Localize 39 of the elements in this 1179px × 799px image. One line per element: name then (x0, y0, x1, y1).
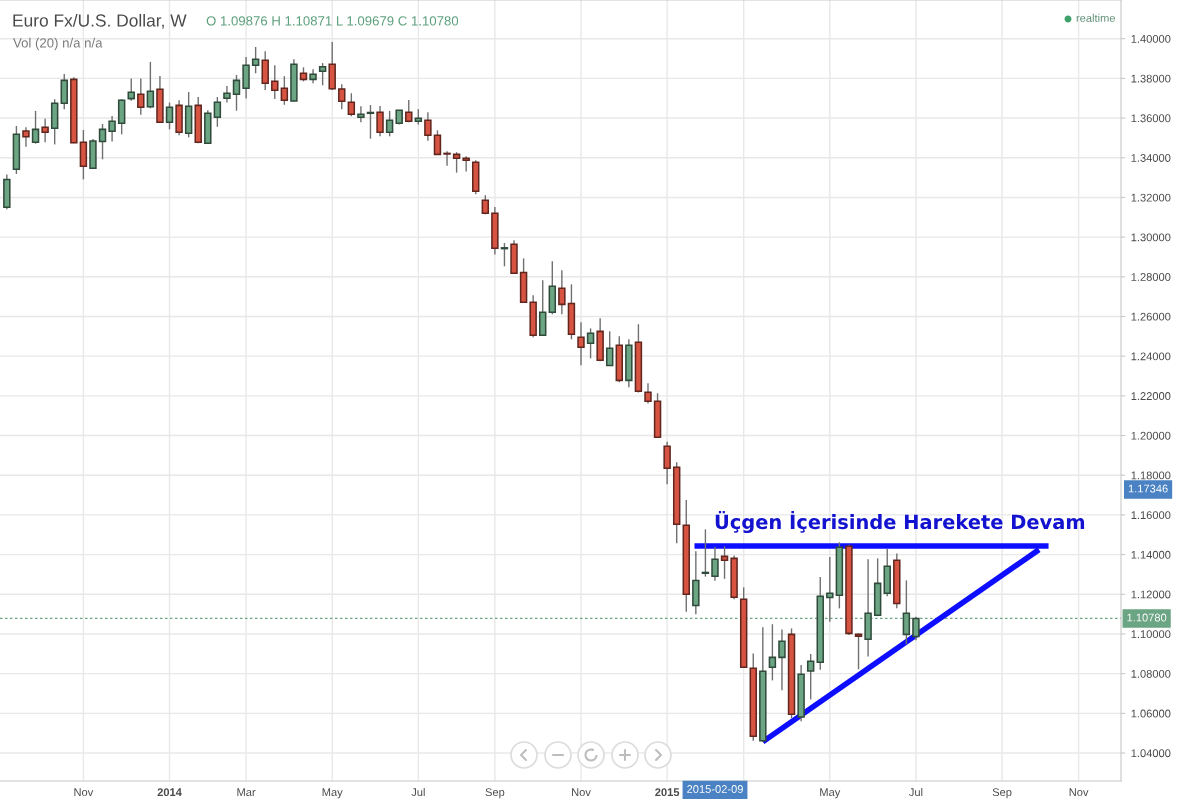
x-tick-label: Nov (1069, 788, 1089, 797)
y-tick-label: 1.22000 (1131, 392, 1171, 400)
x-tick-label: Jul (909, 787, 923, 797)
y-tick-label: 1.10000 (1131, 630, 1171, 639)
y-tick-label: 1.18000 (1131, 471, 1171, 480)
x-tick-label: 2014 (157, 788, 182, 797)
y-tick-label: 1.12000 (1131, 590, 1171, 599)
annotation: realtime (1076, 13, 1116, 22)
y-tick-label: 1.24000 (1131, 352, 1171, 361)
text: Euro Fx/U.S. Dollar, W (13, 13, 187, 29)
y-tick-label: 1.20000 (1131, 431, 1171, 440)
x-tick-label: May (820, 788, 841, 799)
y-tick-label: 1.08000 (1131, 669, 1171, 678)
x-tick-label: May (322, 788, 343, 799)
annotation: O 1.09876 H 1.10871 L 1.09679 C 1.10780 (206, 16, 459, 26)
y-tick-label: 1.36000 (1131, 114, 1171, 123)
y-tick-label: 1.34000 (1131, 154, 1171, 162)
x-tick-label: Sep (485, 788, 505, 799)
x-tick-label: 2015 (655, 788, 680, 797)
x-tick-label: Nov (74, 788, 94, 797)
x-tick-label: Mar (237, 788, 256, 797)
y-tick-label: 1.04000 (1131, 749, 1171, 758)
y-tick-label: 1.16000 (1131, 511, 1171, 520)
y-tick-label: 1.06000 (1131, 709, 1171, 718)
y-tick-label: 1.38000 (1131, 74, 1171, 83)
y-tick-label: 1.30000 (1131, 233, 1171, 242)
y-tick-label: 1.28000 (1131, 273, 1171, 281)
annotation: Üçgen İçerisinde Harekete Devam (715, 510, 1085, 534)
x-tick-label: Sep (992, 788, 1012, 799)
text: 1.17346 (1128, 484, 1168, 493)
x-tick-label: Jul (411, 787, 425, 797)
y-tick-label: 1.14000 (1131, 550, 1171, 559)
y-tick-label: 1.32000 (1131, 193, 1171, 202)
y-tick-label: 1.26000 (1131, 312, 1171, 321)
y-tick-label: 1.40000 (1131, 34, 1171, 43)
ref-line-label: 1.10780 (1127, 613, 1167, 622)
x-tick-label: Nov (572, 788, 591, 797)
text: 2015-02-09 (687, 785, 743, 793)
annotation: Vol (20) n/a n/a (13, 37, 103, 51)
